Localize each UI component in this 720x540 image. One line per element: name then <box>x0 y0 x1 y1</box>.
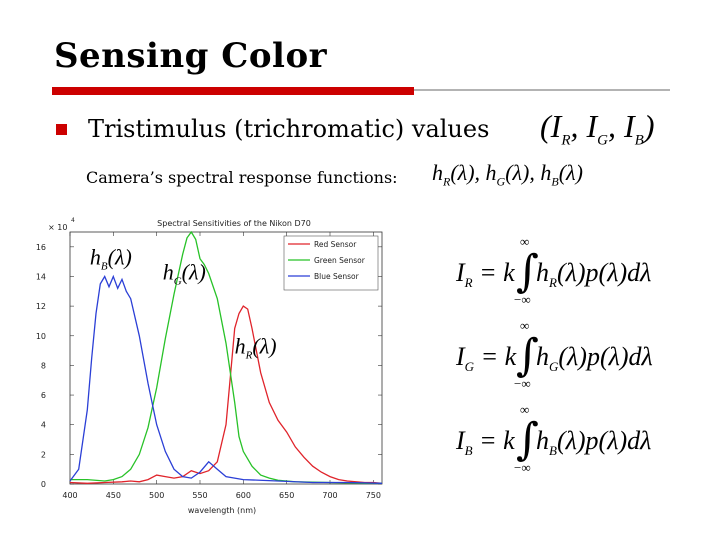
x-tick-label: 750 <box>366 491 381 500</box>
y-tick-label: 10 <box>36 332 46 341</box>
integral-sign-icon: ∫ <box>516 246 539 297</box>
spectral-sensitivity-chart: 400 450 500 550 600 650 700 750 0 2 4 6 8 10 12 14 16 Spe… <box>36 217 383 515</box>
response-functions-label: Camera’s spectral response functions: <box>86 168 398 187</box>
integral-sign-icon: ∫ <box>516 414 539 465</box>
integral-ib: ∫ ∞ −∞ <box>514 402 539 475</box>
equation-ig: IG = k <box>456 342 517 375</box>
equation-ir-body: hR(λ)p(λ)dλ <box>536 258 652 291</box>
x-tick-label: 550 <box>192 491 207 500</box>
series-line-red-sensor <box>69 305 383 484</box>
x-tick-label: 600 <box>236 491 251 500</box>
x-axis-label: wavelength (nm) <box>188 506 256 515</box>
integral-ir: ∫ ∞ −∞ <box>514 234 539 307</box>
curve-annotation: hB(λ) <box>90 245 132 273</box>
integral-ig: ∫ ∞ −∞ <box>514 318 539 391</box>
x-tick-label: 450 <box>106 491 121 500</box>
bullet-text: Tristimulus (trichromatic) values <box>88 115 490 143</box>
equation-ib: IB = k <box>456 426 515 459</box>
legend-box <box>283 235 379 291</box>
curve-annotation: hG(λ) <box>163 259 206 287</box>
y-multiplier-exponent: 4 <box>71 217 75 224</box>
slide-title: Sensing Color <box>54 36 328 76</box>
series-line-blue-sensor <box>69 274 383 484</box>
curve-annotation: hR(λ) <box>235 334 277 362</box>
chart-title: Spectral Sensitivities of the Nikon D70 <box>157 219 311 228</box>
legend-label: Red Sensor <box>314 240 357 249</box>
integral-sign-icon: ∫ <box>516 330 539 381</box>
y-tick-label: 16 <box>36 243 46 252</box>
x-tick-label: 500 <box>149 491 164 500</box>
y-tick-label: 0 <box>41 480 46 489</box>
equation-ib-body: hB(λ)p(λ)dλ <box>536 426 652 459</box>
x-tick-label: 650 <box>279 491 294 500</box>
legend-label: Blue Sensor <box>314 272 360 281</box>
equation-ig-body: hG(λ)p(λ)dλ <box>536 342 653 375</box>
title-accent-bar <box>52 87 414 95</box>
legend-label: Green Sensor <box>314 256 366 265</box>
y-tick-label: 14 <box>36 272 46 281</box>
x-tick-label: 700 <box>322 491 337 500</box>
equation-ir: IR = k <box>456 258 515 291</box>
y-tick-label: 4 <box>41 421 46 430</box>
y-tick-label: 2 <box>41 450 46 459</box>
y-tick-label: 8 <box>41 361 46 370</box>
response-functions-formula: hR(λ), hG(λ), hB(λ) <box>432 160 583 189</box>
bullet-square-icon <box>56 124 67 135</box>
series-line-green-sensor <box>70 230 382 484</box>
y-tick-label: 6 <box>41 391 46 400</box>
tristimulus-triple: (IR, IG, IB) <box>540 108 655 149</box>
y-tick-label: 12 <box>36 302 46 311</box>
y-multiplier-label: × 10 <box>48 223 67 232</box>
x-tick-label: 400 <box>62 491 77 500</box>
